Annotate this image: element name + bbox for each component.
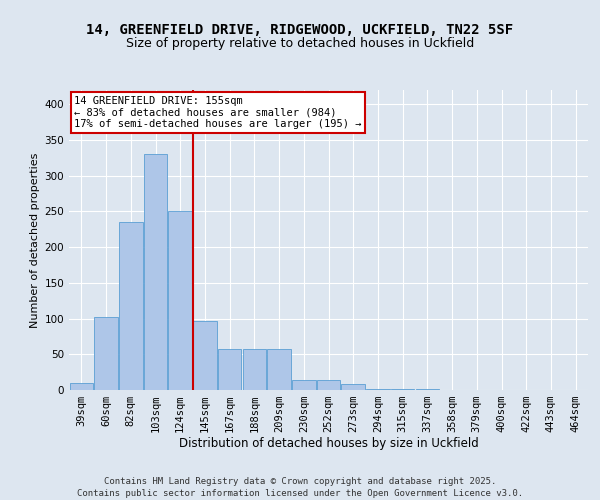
Bar (193, 322, 217, 390)
Bar (292, 380, 316, 390)
X-axis label: Distribution of detached houses by size in Uckfield: Distribution of detached houses by size … (179, 436, 478, 450)
Bar (94, 317, 118, 390)
Text: 14 GREENFIELD DRIVE: 155sqm
← 83% of detached houses are smaller (984)
17% of se: 14 GREENFIELD DRIVE: 155sqm ← 83% of det… (74, 96, 362, 129)
Bar (317, 380, 340, 390)
Bar (70, 383, 93, 390)
Bar (366, 388, 389, 390)
Text: Size of property relative to detached houses in Uckfield: Size of property relative to detached ho… (126, 38, 474, 51)
Bar (169, 212, 192, 390)
Y-axis label: Number of detached properties: Number of detached properties (30, 152, 40, 328)
Bar (144, 154, 167, 390)
Text: Contains HM Land Registry data © Crown copyright and database right 2025.
Contai: Contains HM Land Registry data © Crown c… (77, 476, 523, 498)
Bar (341, 384, 365, 390)
Bar (119, 222, 143, 390)
Bar (242, 348, 266, 390)
Bar (218, 350, 241, 390)
Bar (268, 348, 291, 390)
Text: 14, GREENFIELD DRIVE, RIDGEWOOD, UCKFIELD, TN22 5SF: 14, GREENFIELD DRIVE, RIDGEWOOD, UCKFIEL… (86, 22, 514, 36)
